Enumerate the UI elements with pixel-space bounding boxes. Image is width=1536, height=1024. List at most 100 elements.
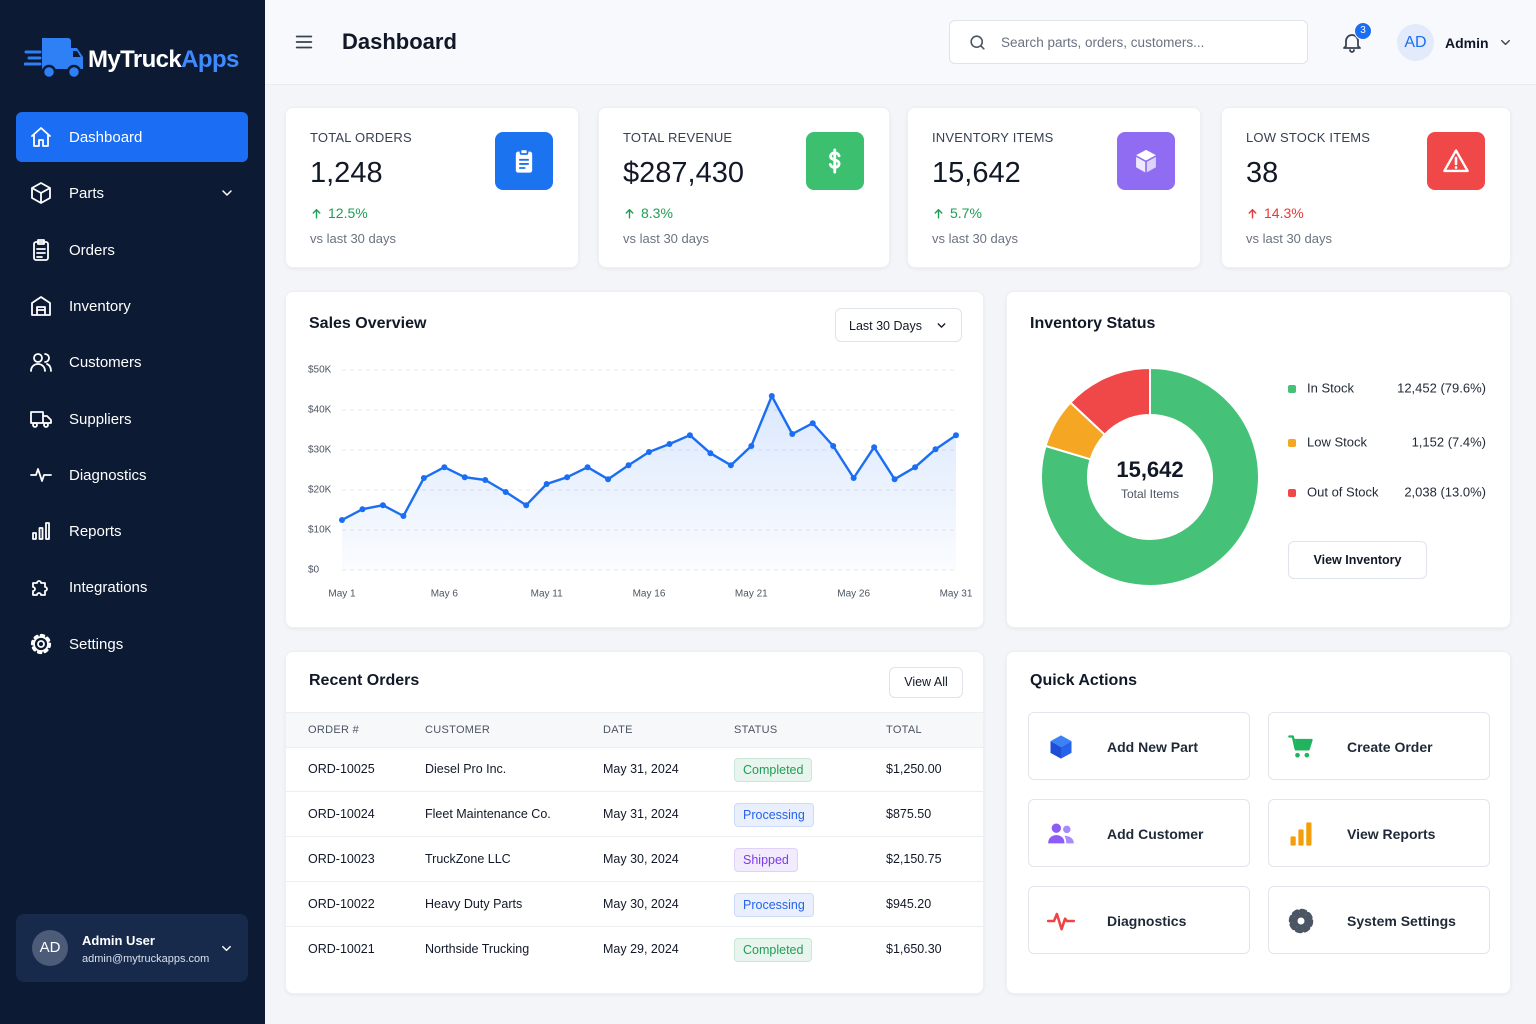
nav-item[interactable]: Orders bbox=[16, 225, 248, 275]
logo-speed bbox=[24, 50, 42, 66]
cell: $1,250.00 bbox=[886, 762, 942, 776]
nav-label: Reports bbox=[69, 523, 122, 541]
quick-action[interactable]: System Settings bbox=[1268, 886, 1490, 954]
icon-part bbox=[295, 35, 313, 49]
icon bbox=[31, 182, 51, 205]
quick-action-label: View Reports bbox=[1347, 826, 1436, 842]
brand-name: MyTruck bbox=[88, 46, 182, 73]
column-header: CUSTOMER bbox=[425, 724, 491, 736]
nav-item[interactable]: Integrations bbox=[16, 562, 248, 612]
nav-item[interactable]: Suppliers bbox=[16, 394, 248, 444]
icon-part bbox=[1297, 917, 1305, 925]
nav-item[interactable]: Settings bbox=[16, 619, 248, 669]
table-header: ORDER # CUSTOMER DATE STATUS TOTAL bbox=[286, 712, 983, 748]
cell: May 30, 2024 bbox=[603, 897, 679, 911]
nav-item[interactable]: Reports bbox=[16, 506, 248, 556]
nav-label: Parts bbox=[69, 185, 105, 203]
status-badge: Completed bbox=[734, 758, 813, 782]
quick-action-label: Diagnostics bbox=[1107, 913, 1187, 929]
user-email: admin@mytruckapps.com bbox=[82, 953, 210, 965]
icon-part bbox=[1146, 156, 1156, 173]
nav-item[interactable]: Inventory bbox=[16, 281, 248, 331]
icon-part bbox=[970, 35, 984, 49]
nav-item[interactable]: Customers bbox=[16, 337, 248, 387]
logo-truck bbox=[24, 38, 83, 80]
icon bbox=[515, 148, 533, 173]
cell: $1,650.30 bbox=[886, 942, 942, 956]
user-card[interactable]: AD Admin User admin@mytruckapps.com bbox=[16, 914, 248, 982]
icon bbox=[828, 148, 841, 174]
icon-part bbox=[519, 148, 529, 155]
table-row[interactable]: ORD-10021 Northside Trucking May 29, 2024 C… bbox=[286, 927, 983, 972]
quick-actions-card: Quick Actions Add New Part Create Order Add… bbox=[1006, 651, 1511, 994]
quick-action-label: Add Customer bbox=[1107, 826, 1204, 842]
stat-icon bbox=[495, 132, 553, 190]
quick-action[interactable]: Diagnostics bbox=[1028, 886, 1250, 954]
stat-label: TOTAL ORDERS bbox=[310, 130, 412, 145]
card-title: Inventory Status bbox=[1030, 315, 1156, 332]
icon-part bbox=[37, 639, 45, 648]
stat-change: 14.3% bbox=[1264, 205, 1304, 221]
nav-item[interactable]: Diagnostics bbox=[16, 450, 248, 500]
cell: ORD-10024 bbox=[308, 807, 375, 821]
icon bbox=[32, 580, 48, 597]
icon bbox=[1501, 39, 1510, 46]
icon bbox=[1290, 822, 1312, 846]
quick-action[interactable]: Create Order bbox=[1268, 712, 1490, 780]
icon-part bbox=[1298, 829, 1304, 846]
icon-part bbox=[312, 209, 321, 219]
nav-label: Inventory bbox=[69, 297, 131, 315]
stat-label: TOTAL REVENUE bbox=[623, 130, 733, 145]
user-avatar: AD bbox=[32, 930, 68, 966]
nav-label: Diagnostics bbox=[69, 466, 147, 484]
stat-label: LOW STOCK ITEMS bbox=[1246, 130, 1371, 145]
sales-card: Sales Overview Last 30 Days bbox=[285, 291, 984, 628]
menu-button[interactable] bbox=[293, 31, 317, 55]
table-row[interactable]: ORD-10022 Heavy Duty Parts May 30, 2024 Pro… bbox=[286, 882, 983, 927]
table-row[interactable]: ORD-10024 Fleet Maintenance Co. May 31, 20… bbox=[286, 792, 983, 837]
stat-change: 8.3% bbox=[641, 205, 673, 221]
nav-item[interactable]: Dashboard bbox=[16, 112, 248, 162]
icon bbox=[1248, 209, 1257, 219]
stat-card: LOW STOCK ITEMS 38 14.3% vs last 30 days bbox=[1221, 107, 1511, 268]
card-title: Quick Actions bbox=[1030, 672, 1137, 689]
search-box[interactable]: Search parts, orders, customers... bbox=[949, 20, 1308, 64]
cell: $2,150.75 bbox=[886, 852, 942, 866]
icon-part bbox=[33, 635, 49, 652]
card-title: Recent Orders bbox=[309, 672, 420, 689]
cell: ORD-10025 bbox=[308, 762, 375, 776]
icon bbox=[222, 945, 231, 952]
nav-item[interactable]: Parts bbox=[16, 168, 248, 218]
card-title: Sales Overview bbox=[309, 315, 427, 332]
notification-badge: 3 bbox=[1354, 22, 1372, 40]
stat-value: 38 bbox=[1246, 157, 1279, 189]
icon-part bbox=[222, 945, 231, 952]
icon-part bbox=[1063, 825, 1071, 834]
view-all-button[interactable]: View All bbox=[889, 667, 963, 698]
header-avatar[interactable]: AD bbox=[1397, 24, 1434, 61]
view-inventory-button[interactable]: View Inventory bbox=[1288, 541, 1427, 579]
range-label: Last 30 Days bbox=[849, 319, 922, 333]
column-header: TOTAL bbox=[886, 724, 922, 736]
icon-part bbox=[1306, 822, 1312, 846]
quick-action-label: Create Order bbox=[1347, 739, 1433, 755]
table-row[interactable]: ORD-10025 Diesel Pro Inc. May 31, 2024 Comp… bbox=[286, 747, 983, 792]
range-select[interactable]: Last 30 Days bbox=[835, 308, 962, 342]
stat-card: TOTAL REVENUE $287,430 8.3% vs last 30 days bbox=[598, 107, 890, 268]
icon-part bbox=[1501, 39, 1510, 46]
nav-label: Suppliers bbox=[69, 410, 132, 428]
quick-action[interactable]: Add Customer bbox=[1028, 799, 1250, 867]
quick-action[interactable]: View Reports bbox=[1268, 799, 1490, 867]
header-name[interactable]: Admin bbox=[1445, 35, 1489, 51]
icon-part bbox=[31, 182, 51, 205]
cell: Fleet Maintenance Co. bbox=[425, 807, 551, 821]
status-badge: Processing bbox=[734, 803, 814, 827]
quick-action[interactable]: Add New Part bbox=[1028, 712, 1250, 780]
top-bar: Dashboard Search parts, orders, customers… bbox=[265, 0, 1536, 85]
icon-part bbox=[31, 295, 51, 316]
cell: May 31, 2024 bbox=[603, 762, 679, 776]
icon-part bbox=[1295, 752, 1300, 758]
table-row[interactable]: ORD-10023 TruckZone LLC May 30, 2024 Shippe… bbox=[286, 837, 983, 882]
icon-part bbox=[1047, 912, 1075, 931]
icon-part bbox=[31, 127, 51, 147]
